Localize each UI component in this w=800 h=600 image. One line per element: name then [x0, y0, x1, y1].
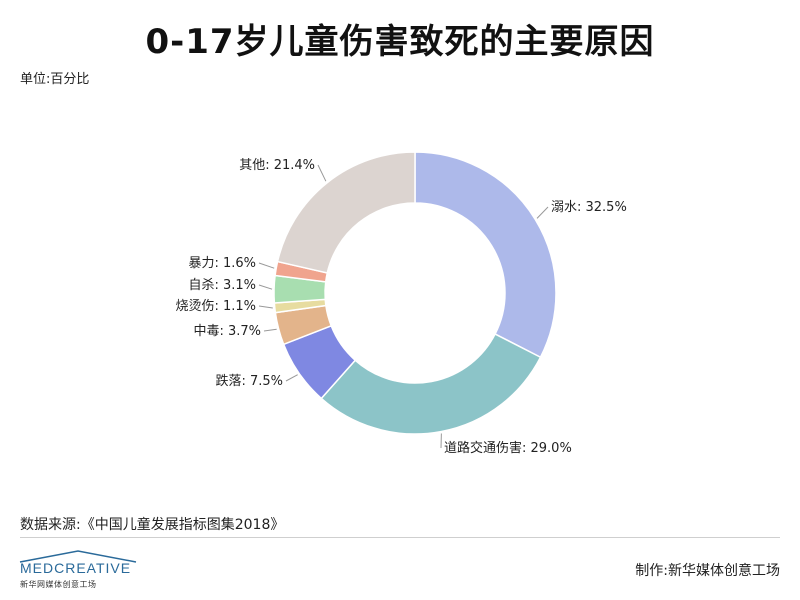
publisher-logo: MEDCREATIVE 新华网媒体创意工场 — [18, 548, 138, 592]
leader-line-2 — [285, 374, 298, 382]
slice-group — [273, 151, 557, 435]
leader-line-0 — [536, 206, 549, 219]
slice-label-4: 烧烫伤: 1.1% — [175, 299, 256, 314]
slice-label-2: 跌落: 7.5% — [215, 373, 283, 389]
logo-text: MEDCREATIVE — [20, 560, 132, 576]
data-source: 数据来源:《中国儿童发展指标图集2018》 — [20, 517, 285, 533]
slice-label-6: 暴力: 1.6% — [188, 256, 256, 271]
leader-line-5 — [258, 284, 273, 290]
chart-title: 0-17岁儿童伤害致死的主要原因 — [145, 22, 655, 62]
slice-label-0: 溺水: 32.5% — [551, 200, 627, 215]
slice-1[interactable] — [320, 333, 542, 435]
unit-label: 单位:百分比 — [20, 72, 90, 87]
slice-7[interactable] — [276, 151, 416, 274]
slice-0[interactable] — [414, 151, 557, 359]
credit-text: 制作:新华媒体创意工场 — [635, 563, 780, 579]
leader-line-7 — [317, 164, 327, 182]
slice-label-7: 其他: 21.4% — [239, 158, 315, 173]
slice-label-3: 中毒: 3.7% — [193, 324, 261, 339]
footer-divider — [20, 537, 780, 538]
leader-line-group — [258, 164, 549, 449]
label-group: 溺水: 32.5% 道路交通伤害: 29.0% 跌落: 7.5% 中毒: 3.7% 烧烫… — [175, 158, 626, 456]
slice-label-1: 道路交通伤害: 29.0% — [444, 440, 572, 456]
slice-label-5: 自杀: 3.1% — [188, 278, 256, 293]
leader-line-4 — [258, 305, 273, 309]
leader-line-3 — [263, 328, 277, 332]
logo-roof-icon — [19, 550, 137, 563]
leader-line-6 — [258, 262, 275, 269]
logo-subtitle: 新华网媒体创意工场 — [20, 580, 97, 589]
